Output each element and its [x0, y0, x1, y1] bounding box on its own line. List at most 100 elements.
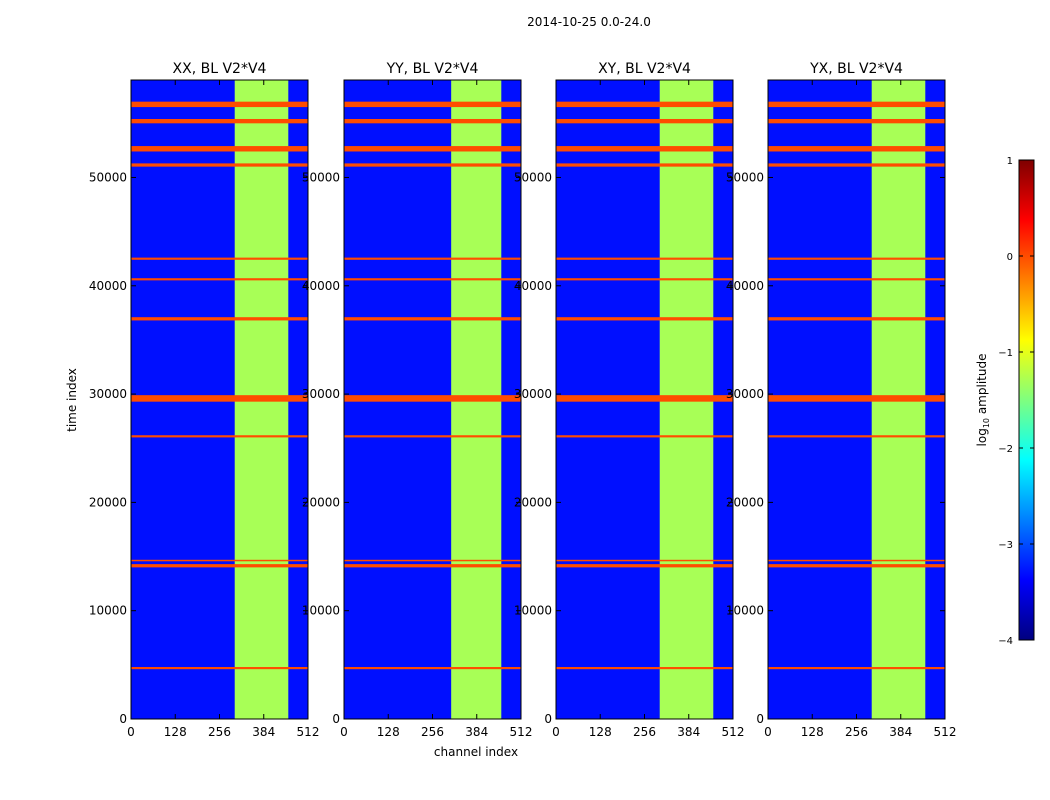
flagged-time-band	[768, 163, 945, 167]
y-tick-label: 50000	[302, 170, 340, 184]
x-tick-label: 0	[340, 725, 348, 739]
x-tick-label: 512	[297, 725, 320, 739]
flagged-time-band	[344, 317, 521, 321]
flagged-time-band	[556, 667, 733, 670]
x-tick-label: 512	[510, 725, 533, 739]
panel-title: XY, BL V2*V4	[598, 61, 691, 77]
y-tick-label: 40000	[89, 279, 127, 293]
flagged-time-band	[556, 317, 733, 321]
x-tick-label: 128	[589, 725, 612, 739]
colorbar-gradient	[1018, 159, 1035, 641]
y-tick-label: 50000	[514, 170, 552, 184]
colorbar-tick-label: −3	[998, 540, 1013, 551]
colorbar-tick-label: −1	[998, 348, 1013, 359]
colorbar-tick-label: 1	[1007, 156, 1013, 167]
flagged-time-band	[131, 101, 308, 108]
flagged-time-band	[556, 101, 733, 108]
flagged-time-band	[556, 395, 733, 402]
panel-2: YY, BL V2*V4 0 128 256 384 512 0 10000 20000 3000…	[302, 61, 533, 739]
y-tick-label: 30000	[514, 387, 552, 401]
y-tick-label: 40000	[302, 279, 340, 293]
flagged-time-band	[131, 257, 308, 260]
flagged-time-band	[556, 278, 733, 281]
y-tick-label: 10000	[302, 604, 340, 618]
y-tick-label: 20000	[726, 495, 764, 509]
x-tick-label: 256	[421, 725, 444, 739]
y-tick-label: 0	[332, 712, 340, 726]
flagged-time-band	[131, 146, 308, 152]
flagged-time-band	[768, 278, 945, 281]
flagged-time-band	[556, 118, 733, 124]
flagged-time-band	[556, 564, 733, 568]
panel-4: YX, BL V2*V4 0 128 256 384 512 0 10000 20000 3000…	[726, 61, 957, 739]
panel-title: YX, BL V2*V4	[809, 61, 903, 77]
x-axis-label: channel index	[434, 745, 518, 759]
y-tick-label: 30000	[302, 387, 340, 401]
flagged-time-band	[556, 257, 733, 260]
flagged-time-band	[768, 395, 945, 402]
flagged-time-band	[556, 435, 733, 438]
panel-1: XX, BL V2*V4 0 128 256 384 512 0 10000 20000 3000…	[89, 61, 320, 739]
x-tick-label: 512	[934, 725, 957, 739]
figure-title: 2014-10-25 0.0-24.0	[527, 15, 651, 29]
flagged-time-band	[768, 118, 945, 124]
flagged-time-band	[556, 163, 733, 167]
y-tick-label: 50000	[726, 170, 764, 184]
x-tick-label: 384	[677, 725, 700, 739]
flagged-time-band	[344, 667, 521, 670]
flagged-time-band	[344, 435, 521, 438]
panel-title: XX, BL V2*V4	[173, 61, 267, 77]
y-tick-label: 20000	[514, 495, 552, 509]
flagged-time-band	[131, 564, 308, 568]
flagged-time-band	[344, 118, 521, 124]
flagged-time-band	[344, 559, 521, 562]
flagged-time-band	[344, 101, 521, 108]
x-tick-label: 128	[377, 725, 400, 739]
colorbar: log10 amplitude 1 0 −1 −2 −3 −4	[975, 156, 1035, 647]
flagged-time-band	[344, 257, 521, 260]
x-tick-label: 128	[164, 725, 187, 739]
colorbar-tick-label: −2	[998, 444, 1013, 455]
x-tick-label: 256	[633, 725, 656, 739]
colorbar-label: log10 amplitude	[975, 354, 991, 447]
flagged-time-band	[344, 146, 521, 152]
flagged-time-band	[131, 317, 308, 321]
flagged-time-band	[768, 257, 945, 260]
flagged-time-band	[768, 667, 945, 670]
y-tick-label: 0	[544, 712, 552, 726]
x-tick-label: 128	[801, 725, 824, 739]
flagged-time-band	[556, 146, 733, 152]
panel-3: XY, BL V2*V4 0 128 256 384 512 0 10000 20000 3000…	[514, 61, 745, 739]
flagged-time-band	[131, 118, 308, 124]
y-tick-label: 10000	[726, 604, 764, 618]
y-tick-label: 20000	[89, 495, 127, 509]
y-tick-label: 20000	[302, 495, 340, 509]
y-tick-label: 0	[119, 712, 127, 726]
panels: XX, BL V2*V4 0 128 256 384 512 0 10000 20000 3000…	[89, 61, 957, 739]
flagged-time-band	[344, 278, 521, 281]
y-tick-label: 50000	[89, 170, 127, 184]
flagged-time-band	[768, 101, 945, 108]
x-tick-label: 384	[465, 725, 488, 739]
colorbar-tick-label: −4	[998, 636, 1013, 647]
flagged-time-band	[768, 317, 945, 321]
y-axis-label: time index	[65, 368, 79, 432]
flagged-time-band	[556, 559, 733, 562]
x-tick-label: 384	[889, 725, 912, 739]
x-tick-label: 512	[722, 725, 745, 739]
flagged-time-band	[131, 435, 308, 438]
y-tick-label: 30000	[726, 387, 764, 401]
flagged-time-band	[344, 163, 521, 167]
y-tick-label: 10000	[89, 604, 127, 618]
x-tick-label: 0	[552, 725, 560, 739]
y-tick-label: 30000	[89, 387, 127, 401]
flagged-time-band	[131, 395, 308, 402]
x-tick-label: 0	[127, 725, 135, 739]
x-tick-label: 0	[764, 725, 772, 739]
x-tick-label: 384	[252, 725, 275, 739]
y-tick-label: 0	[756, 712, 764, 726]
y-tick-label: 40000	[514, 279, 552, 293]
flagged-time-band	[344, 564, 521, 568]
flagged-time-band	[768, 559, 945, 562]
flagged-time-band	[131, 163, 308, 167]
